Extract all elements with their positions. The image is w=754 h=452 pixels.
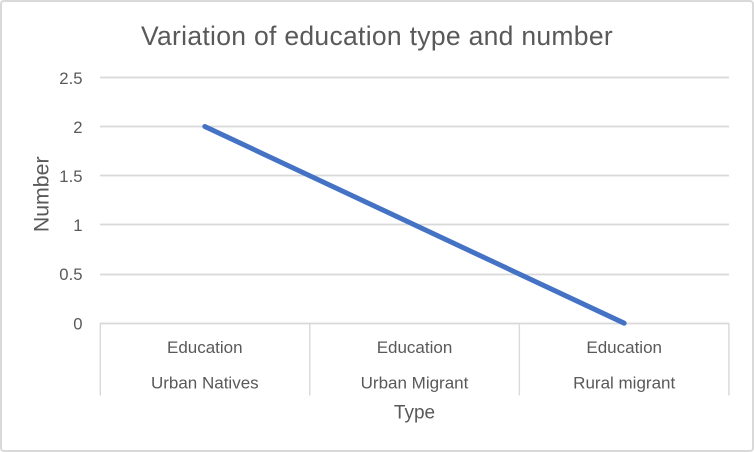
svg-text:Type: Type (394, 402, 435, 423)
svg-text:2.5: 2.5 (59, 69, 82, 88)
svg-text:2: 2 (73, 118, 82, 137)
svg-text:Education: Education (586, 338, 662, 357)
svg-text:Rural migrant: Rural migrant (573, 374, 675, 393)
svg-text:Urban Natives: Urban Natives (151, 374, 259, 393)
svg-text:Number: Number (30, 156, 54, 232)
svg-text:1: 1 (73, 216, 82, 235)
svg-text:1.5: 1.5 (59, 167, 82, 186)
svg-text:0: 0 (73, 314, 82, 333)
svg-text:Variation of education type an: Variation of education type and number (141, 21, 613, 51)
svg-text:0.5: 0.5 (59, 265, 82, 284)
svg-text:Education: Education (377, 338, 453, 357)
svg-text:Urban Migrant: Urban Migrant (361, 374, 469, 393)
svg-text:Education: Education (167, 338, 243, 357)
